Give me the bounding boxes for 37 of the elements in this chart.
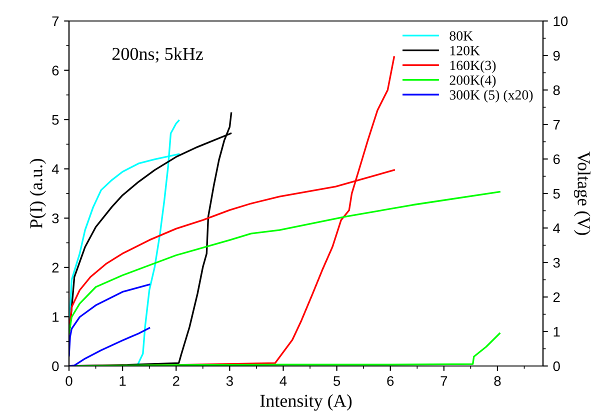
- x-axis-title: Intensity (A): [260, 394, 352, 411]
- x-tick-label: 2: [172, 376, 180, 386]
- legend-label: 120K: [450, 46, 480, 56]
- y2-axis-title: Voltage (V): [574, 152, 590, 235]
- x-tick-label: 8: [494, 376, 501, 386]
- y2-tick-label: 1: [554, 326, 560, 337]
- y-tick-label: 6: [52, 66, 59, 76]
- legend-label: 200K(4): [450, 75, 496, 88]
- annotation: 200ns; 5kHz: [112, 47, 203, 63]
- y2-tick-label: 4: [553, 223, 560, 234]
- y-tick-label: 1: [52, 312, 59, 322]
- y-axis-title: P(I) (a.u.): [30, 158, 46, 228]
- legend-label: 80K: [450, 31, 473, 41]
- legend-label: 300K (5) (x20): [450, 90, 533, 102]
- y2-tick-label: 9: [553, 50, 560, 61]
- y-tick-label: 2: [52, 262, 59, 272]
- y-tick-label: 5: [52, 115, 59, 125]
- x-tick-label: 1: [120, 376, 126, 386]
- y2-tick-label: 2: [553, 292, 560, 302]
- y2-tick-label: 7: [553, 120, 560, 130]
- y-tick-label: 3: [52, 213, 59, 224]
- x-tick-label: 0: [66, 376, 72, 386]
- y-tick-label: 7: [52, 16, 59, 26]
- y2-tick-label: 6: [553, 154, 560, 164]
- y2-tick-label: 3: [553, 258, 560, 268]
- x-tick-label: 3: [226, 376, 233, 386]
- x-tick-label: 4: [280, 376, 287, 386]
- y2-tick-label: 10: [554, 16, 568, 26]
- x-tick-label: 5: [333, 376, 340, 386]
- y-tick-label: 4: [52, 164, 59, 174]
- y2-tick-label: 8: [553, 85, 560, 96]
- x-tick-label: 7: [440, 376, 448, 386]
- y2-tick-label: 0: [553, 361, 560, 372]
- y-tick-label: 0: [52, 361, 59, 372]
- x-tick-label: 6: [387, 376, 394, 386]
- legend-label: 160K(3): [450, 60, 496, 73]
- y2-tick-label: 5: [553, 188, 560, 199]
